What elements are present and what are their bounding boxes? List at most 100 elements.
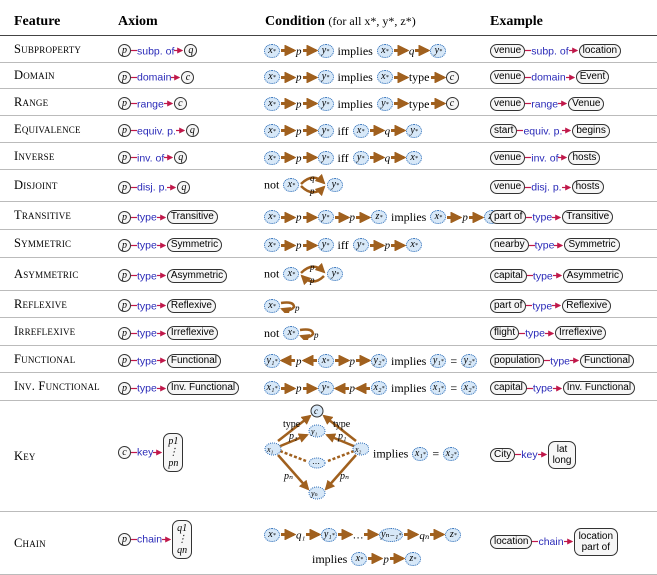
- condition-keyword: implies: [391, 209, 427, 224]
- var-x₁: x₁*: [264, 381, 280, 396]
- axiom-relation-label: type: [137, 327, 157, 340]
- example-right-node: Event: [575, 70, 610, 85]
- axiom-left-node: p: [118, 326, 131, 340]
- example-right-node: Reflexive: [562, 298, 612, 313]
- header-condition-note: (for all x*, y*, z*): [328, 14, 416, 28]
- var-x₂: x₂*: [443, 447, 460, 461]
- axiom-diagram: p domain c: [118, 68, 195, 86]
- row-divider: [0, 511, 657, 512]
- svg-text:p₁: p₁: [337, 431, 346, 442]
- example-diagram: venue range Venue: [490, 95, 605, 113]
- condition-diagram: not x* p p y*: [264, 262, 344, 285]
- row-divider: [0, 317, 657, 318]
- var-x: x*: [264, 43, 280, 58]
- condition-diagram: x* p y* iff x* q y*: [264, 122, 423, 140]
- table-row: Chain p chainq1 ⋮ qn x* q₁ y₁*… yₙ₋₁* qₙ z* implies…: [0, 512, 657, 575]
- example-relation-label: type: [532, 382, 553, 395]
- axiom-left-node: p: [118, 97, 131, 111]
- var-x: x*: [264, 123, 280, 138]
- axiom-left-node: c: [118, 445, 131, 459]
- example-relation-label: type: [550, 354, 571, 367]
- feature-name: Symmetric: [14, 236, 72, 250]
- var-x: x*: [264, 210, 280, 225]
- var-x₁: x₁*: [430, 381, 447, 396]
- table-row: Reflexive p type Reflexive x* p part of type Ref…: [0, 291, 657, 318]
- var-x₁: x₁*: [412, 447, 429, 461]
- example-diagram: flight type Irreflexive: [490, 324, 607, 342]
- example-diagram: capital type Inv. Functional: [490, 379, 636, 397]
- example-left-node: part of: [490, 210, 527, 225]
- axiom-right-node: Asymmetric: [166, 268, 228, 283]
- example-right-node: hosts: [571, 180, 604, 195]
- row-divider: [0, 257, 657, 258]
- feature-name: Irreflexive: [14, 324, 76, 338]
- axiom-left-node: p: [118, 70, 131, 84]
- example-relation-label: type: [532, 211, 553, 224]
- axiom-relation-label: subp. of: [137, 44, 175, 57]
- condition-keyword: implies: [391, 353, 427, 368]
- example-relation-label: type: [532, 299, 553, 312]
- row-divider: [0, 400, 657, 401]
- var-y: y*: [352, 150, 369, 165]
- axiom-left-node: p: [118, 180, 131, 194]
- var-x₂: x₂*: [461, 381, 478, 396]
- example-left-node: start: [490, 123, 518, 138]
- example-diagram: population type Functional: [490, 352, 635, 370]
- example-relation-label: subp. of: [531, 44, 569, 57]
- feature-name: Transitive: [14, 208, 72, 222]
- axiom-right-node: Transitive: [166, 210, 218, 225]
- condition-keyword: not: [264, 266, 280, 280]
- example-relation-label: type: [534, 239, 555, 252]
- var-y: y*: [317, 43, 334, 58]
- table-row: Symmetric p type Symmetric x* p y* iff y* p x* ne…: [0, 230, 657, 258]
- table-row: Inverse p inv. of q x* p y* iff y* q x* venue inv.…: [0, 143, 657, 170]
- var-y: y*: [317, 238, 334, 253]
- example-right-node: Symmetric: [564, 238, 620, 253]
- var-x: x*: [283, 266, 300, 281]
- condition-diagram: x* p: [264, 297, 302, 317]
- example-left-node: venue: [490, 43, 526, 58]
- list-top: location: [578, 530, 614, 542]
- svg-text:x₁: x₁: [266, 445, 274, 454]
- example-relation-label: domain: [531, 71, 566, 84]
- feature-name: Domain: [14, 68, 55, 82]
- example-diagram: part of type Transitive: [490, 208, 614, 226]
- row-divider: [0, 88, 657, 89]
- var-y: y*: [327, 178, 344, 192]
- example-list-node: lat long: [547, 440, 577, 469]
- axiom-left-node: p: [118, 44, 131, 58]
- feature-name: Subproperty: [14, 41, 82, 56]
- svg-text:yₙ: yₙ: [310, 489, 318, 498]
- var-y: y*: [317, 381, 334, 396]
- example-relation-label: key: [521, 448, 538, 461]
- example-right-node: Venue: [568, 96, 605, 111]
- axiom-relation-label: equiv. p.: [137, 124, 176, 137]
- condition-keyword: not: [264, 325, 280, 340]
- header-condition-label: Condition: [265, 14, 325, 29]
- svg-text:pₙ: pₙ: [283, 471, 293, 482]
- feature-name: Inverse: [14, 148, 55, 163]
- axiom-right-node: Symmetric: [166, 238, 223, 253]
- axiom-diagram: p range c: [118, 95, 187, 113]
- condition-diagram: c y₁ ⋯ yₙ x₁ x₂ type type p₁ p₁ pₙ pₙ impli…: [264, 403, 460, 505]
- axiom-left-node: p: [118, 381, 131, 395]
- condition-rel: type: [408, 96, 430, 111]
- svg-text:p: p: [313, 330, 319, 340]
- var-x: x*: [430, 210, 447, 225]
- var-y: y*: [352, 238, 369, 253]
- feature-name: Equivalence: [14, 121, 81, 136]
- axiom-right-node: c: [181, 70, 195, 84]
- condition-diagram: y₁* p x* p y₂* implies y₁* = y₂*: [264, 352, 478, 370]
- example-right-node: Asymmetric: [562, 268, 623, 283]
- var-x: x*: [264, 298, 280, 313]
- feature-name: Asymmetric: [14, 266, 79, 281]
- row-divider: [0, 229, 657, 230]
- var-x: x*: [376, 70, 393, 85]
- row-divider: [0, 345, 657, 346]
- var-x: x*: [352, 123, 369, 138]
- axiom-relation-label: key: [137, 446, 154, 458]
- svg-text:type: type: [283, 419, 301, 430]
- axiom-relation-label: type: [137, 239, 157, 252]
- row-divider: [0, 201, 657, 202]
- var-y: y*: [317, 123, 334, 138]
